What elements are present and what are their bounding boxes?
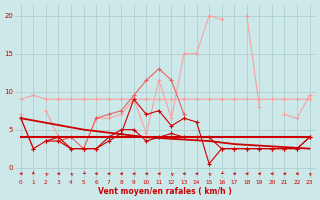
X-axis label: Vent moyen/en rafales ( km/h ): Vent moyen/en rafales ( km/h ): [98, 187, 232, 196]
